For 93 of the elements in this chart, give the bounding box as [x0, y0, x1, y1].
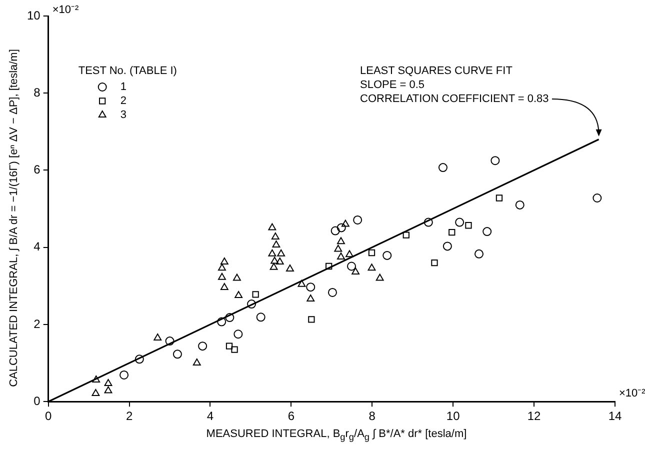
point	[220, 282, 228, 290]
point	[134, 354, 144, 364]
x-tick-label: 10	[446, 409, 460, 424]
point	[272, 240, 280, 248]
point	[256, 312, 266, 322]
text: ×10⁻²	[619, 388, 645, 400]
point	[431, 259, 438, 266]
point	[352, 268, 360, 275]
point	[337, 237, 345, 244]
point	[308, 316, 315, 323]
point	[104, 378, 112, 386]
point	[270, 256, 279, 264]
point	[347, 262, 356, 271]
point	[270, 262, 278, 270]
point	[247, 300, 256, 309]
annotation: ×10⁻²	[52, 4, 80, 16]
legend-label: 2	[120, 95, 126, 108]
point	[104, 386, 112, 394]
annotation: SLOPE = 0.5	[360, 79, 425, 92]
y-tick-label: 6	[34, 162, 41, 177]
point	[234, 330, 243, 339]
point	[368, 264, 376, 271]
y-tick-label: 4	[34, 240, 41, 254]
point	[218, 272, 226, 280]
point	[268, 249, 276, 256]
point	[154, 333, 162, 340]
y-axis-title: CALCULATED INTEGRAL, ∫ B/A dr = −1/(16Γ) [eⁿ ΔV − ΔP], [tesla/m]	[8, 48, 20, 389]
point	[172, 350, 182, 359]
point	[220, 258, 228, 265]
point	[438, 163, 448, 172]
point	[165, 336, 174, 346]
x-tick-label: 12	[527, 409, 542, 424]
point	[252, 291, 259, 298]
y-tick-label: 0	[34, 394, 41, 408]
point	[346, 250, 354, 258]
point	[496, 194, 503, 202]
point	[226, 342, 233, 350]
legend-title: TEST No. (TABLE I)	[78, 65, 177, 78]
x-tick-label: 14	[608, 409, 622, 424]
point	[442, 242, 452, 251]
x-tick-label: 4	[206, 409, 214, 424]
point	[277, 249, 286, 256]
point	[233, 274, 241, 281]
point	[330, 226, 340, 236]
point	[217, 317, 226, 326]
x-tick-label: 0	[45, 409, 52, 424]
legend-label: 3	[120, 109, 126, 122]
point	[286, 264, 294, 272]
point	[592, 194, 602, 203]
x-tick-label: 8	[368, 409, 376, 424]
point	[490, 156, 500, 166]
annotation: CORRELATION COEFFICIENT = 0.83	[360, 93, 549, 106]
point	[218, 264, 226, 271]
point	[448, 228, 456, 236]
point	[334, 244, 342, 252]
point	[482, 227, 492, 236]
point	[515, 200, 524, 210]
point	[402, 232, 410, 238]
point	[192, 358, 201, 366]
y-tick-label: 2	[34, 316, 41, 331]
point	[198, 342, 208, 351]
point	[234, 291, 243, 298]
point	[424, 218, 433, 227]
point	[341, 220, 350, 227]
point	[306, 294, 315, 302]
point	[455, 218, 464, 227]
x-tick-label: 2	[126, 409, 133, 424]
point	[231, 346, 238, 353]
point	[92, 389, 100, 396]
point	[326, 262, 332, 270]
point	[276, 258, 284, 265]
point	[353, 215, 362, 224]
point	[474, 249, 484, 258]
legend-label: 1	[120, 81, 126, 94]
point	[368, 249, 376, 256]
point	[225, 313, 234, 322]
point	[465, 222, 472, 229]
y-tick-label: 8	[34, 85, 41, 100]
point	[92, 376, 100, 383]
point	[382, 250, 392, 260]
point	[271, 232, 280, 240]
point	[268, 223, 276, 230]
y-tick-label: 10	[26, 8, 41, 22]
point	[376, 274, 384, 281]
point	[306, 282, 316, 292]
x-tick-label: 6	[288, 409, 295, 424]
point	[337, 252, 345, 260]
x-axis-title: MEASURED INTEGRAL, B$_{g}$r$_{g}$/A$_{g}$ ∫ B*/A* dr* [tesla/m]	[205, 428, 468, 442]
point	[120, 370, 129, 380]
annotation: LEAST SQUARES CURVE FIT	[360, 65, 513, 78]
point	[336, 223, 346, 232]
point	[298, 280, 306, 287]
point	[328, 288, 337, 297]
